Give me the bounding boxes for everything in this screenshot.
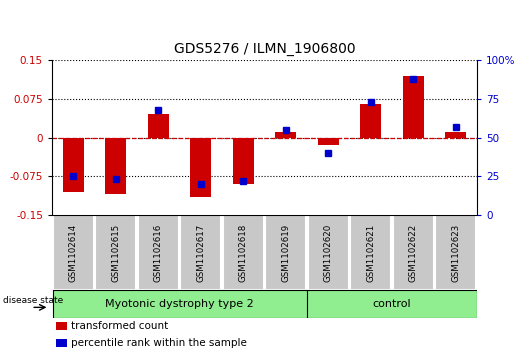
Text: GSM1102621: GSM1102621: [366, 223, 375, 282]
Text: GSM1102616: GSM1102616: [154, 223, 163, 282]
Text: GSM1102619: GSM1102619: [281, 224, 290, 282]
Text: GSM1102614: GSM1102614: [68, 223, 78, 282]
Bar: [435, 215, 476, 290]
Text: percentile rank within the sample: percentile rank within the sample: [71, 338, 247, 348]
Bar: [95, 215, 136, 290]
Bar: [233, 138, 254, 184]
Text: GSM1102622: GSM1102622: [409, 223, 418, 282]
Bar: [148, 114, 169, 138]
Bar: [56, 322, 67, 330]
Title: GDS5276 / ILMN_1906800: GDS5276 / ILMN_1906800: [174, 42, 355, 56]
Bar: [350, 215, 391, 290]
Bar: [63, 138, 84, 192]
Bar: [190, 138, 211, 197]
Bar: [275, 132, 296, 138]
Text: GSM1102623: GSM1102623: [451, 223, 460, 282]
Text: control: control: [373, 299, 411, 309]
Bar: [308, 215, 349, 290]
Bar: [223, 215, 264, 290]
Bar: [180, 215, 221, 290]
Bar: [138, 215, 179, 290]
Text: GSM1102615: GSM1102615: [111, 223, 120, 282]
Text: GSM1102618: GSM1102618: [239, 223, 248, 282]
Bar: [318, 138, 339, 145]
Text: Myotonic dystrophy type 2: Myotonic dystrophy type 2: [105, 299, 254, 309]
Text: disease state: disease state: [3, 296, 63, 305]
Bar: [265, 215, 306, 290]
Bar: [307, 290, 477, 318]
Bar: [105, 138, 126, 194]
Text: GSM1102620: GSM1102620: [324, 223, 333, 282]
Bar: [56, 339, 67, 347]
Text: GSM1102617: GSM1102617: [196, 223, 205, 282]
Bar: [445, 132, 467, 138]
Bar: [403, 76, 424, 138]
Text: transformed count: transformed count: [71, 321, 168, 331]
Bar: [393, 215, 434, 290]
Bar: [53, 215, 94, 290]
Bar: [360, 104, 382, 138]
Bar: [53, 290, 308, 318]
